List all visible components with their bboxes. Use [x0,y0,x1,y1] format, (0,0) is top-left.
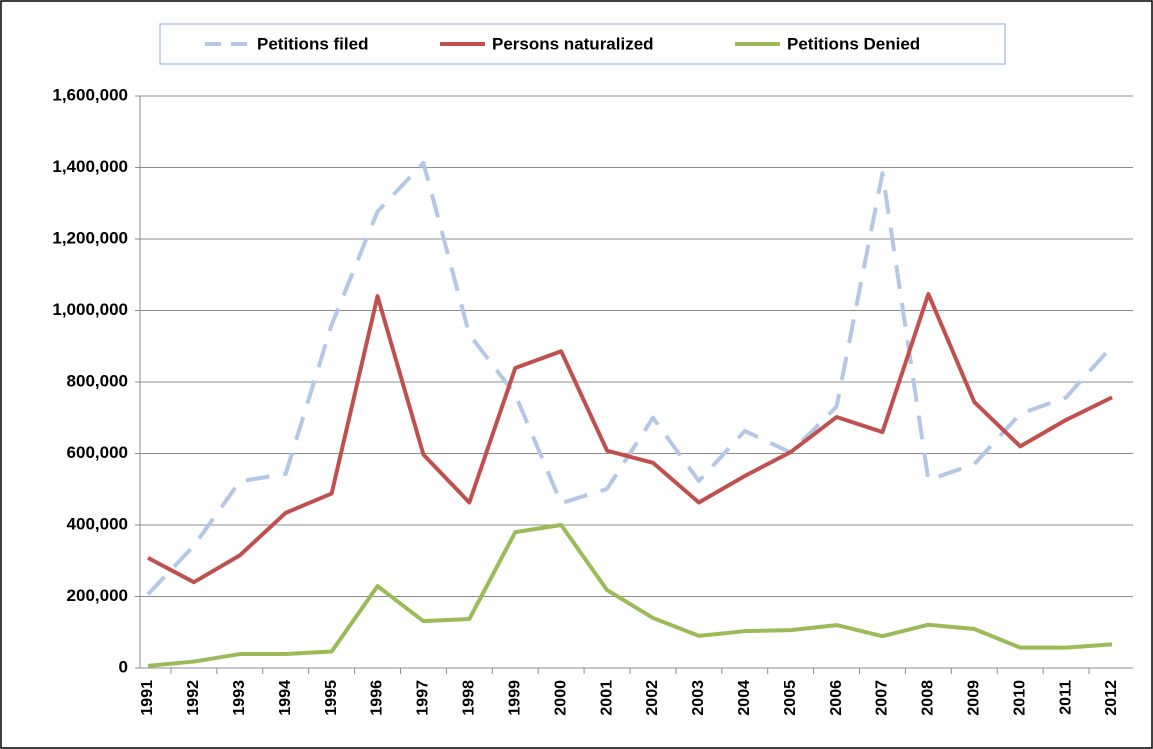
x-tick-label: 2007 [874,680,891,716]
series-line [147,523,1113,668]
x-tick-label: 2009 [966,680,983,716]
x-tick-label: 2011 [1057,680,1074,715]
x-tick-label: 1998 [461,680,478,716]
x-tick-label: 2008 [920,680,937,716]
legend-label: Petitions Denied [787,34,920,53]
x-tick-label: 1997 [415,680,432,716]
x-tick-label: 1999 [506,680,523,716]
x-tick-label: 2010 [1011,680,1028,716]
y-tick-label: 400,000 [67,514,128,533]
x-tick-label: 1995 [323,680,340,716]
y-tick-label: 0 [119,657,128,676]
y-tick-label: 1,600,000 [52,85,128,104]
legend-box [159,23,1006,65]
legend-label: Petitions filed [257,34,368,53]
series-line [146,160,1114,596]
x-tick-label: 1992 [185,680,202,716]
x-tick-label: 2001 [598,680,615,716]
x-tick-label: 1996 [369,680,386,716]
x-tick-label: 2005 [782,680,799,716]
series-line [147,292,1113,585]
x-tick-label: 2006 [828,680,845,716]
x-tick-label: 2000 [552,680,569,716]
x-tick-label: 2003 [690,680,707,716]
y-tick-label: 1,000,000 [52,300,128,319]
legend-label: Persons naturalized [492,34,654,53]
y-tick-label: 800,000 [67,371,128,390]
y-tick-label: 1,400,000 [52,157,128,176]
y-tick-label: 1,200,000 [52,228,128,247]
x-tick-label: 2012 [1103,680,1120,716]
x-tick-label: 2004 [736,680,753,716]
x-tick-label: 1994 [277,680,294,716]
x-tick-label: 2002 [644,680,661,716]
x-tick-label: 1993 [231,680,248,716]
y-tick-label: 200,000 [67,586,128,605]
y-tick-label: 600,000 [67,443,128,462]
x-tick-label: 1991 [139,680,156,716]
